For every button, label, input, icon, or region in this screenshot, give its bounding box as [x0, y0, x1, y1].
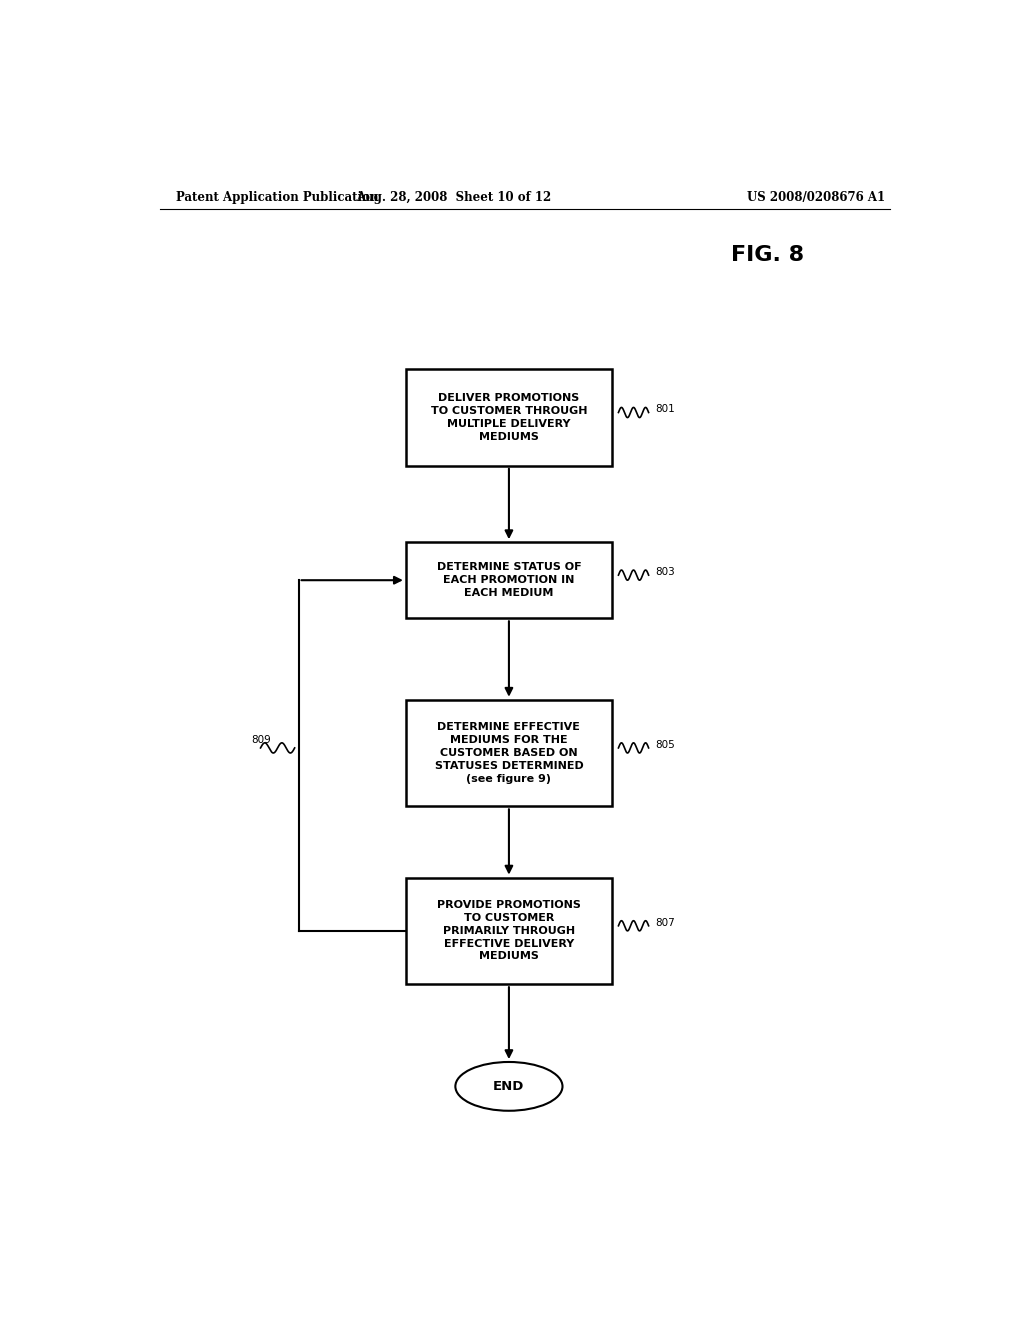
Bar — [406, 700, 612, 807]
Text: DELIVER PROMOTIONS
TO CUSTOMER THROUGH
MULTIPLE DELIVERY
MEDIUMS: DELIVER PROMOTIONS TO CUSTOMER THROUGH M… — [431, 393, 587, 442]
Text: DETERMINE STATUS OF
EACH PROMOTION IN
EACH MEDIUM: DETERMINE STATUS OF EACH PROMOTION IN EA… — [436, 562, 582, 598]
Bar — [406, 543, 612, 618]
Bar — [406, 878, 612, 985]
Text: 807: 807 — [655, 917, 675, 928]
Text: US 2008/0208676 A1: US 2008/0208676 A1 — [748, 190, 885, 203]
Text: Patent Application Publication: Patent Application Publication — [176, 190, 378, 203]
Text: PROVIDE PROMOTIONS
TO CUSTOMER
PRIMARILY THROUGH
EFFECTIVE DELIVERY
MEDIUMS: PROVIDE PROMOTIONS TO CUSTOMER PRIMARILY… — [437, 900, 581, 961]
Text: 801: 801 — [655, 404, 675, 414]
Text: DETERMINE EFFECTIVE
MEDIUMS FOR THE
CUSTOMER BASED ON
STATUSES DETERMINED
(see f: DETERMINE EFFECTIVE MEDIUMS FOR THE CUST… — [434, 722, 584, 784]
Text: Aug. 28, 2008  Sheet 10 of 12: Aug. 28, 2008 Sheet 10 of 12 — [355, 190, 551, 203]
Text: END: END — [494, 1080, 524, 1093]
Bar — [406, 370, 612, 466]
Text: FIG. 8: FIG. 8 — [731, 246, 804, 265]
Ellipse shape — [456, 1063, 562, 1110]
Text: 809: 809 — [251, 735, 270, 744]
Text: 803: 803 — [655, 568, 675, 577]
Text: 805: 805 — [655, 741, 675, 750]
